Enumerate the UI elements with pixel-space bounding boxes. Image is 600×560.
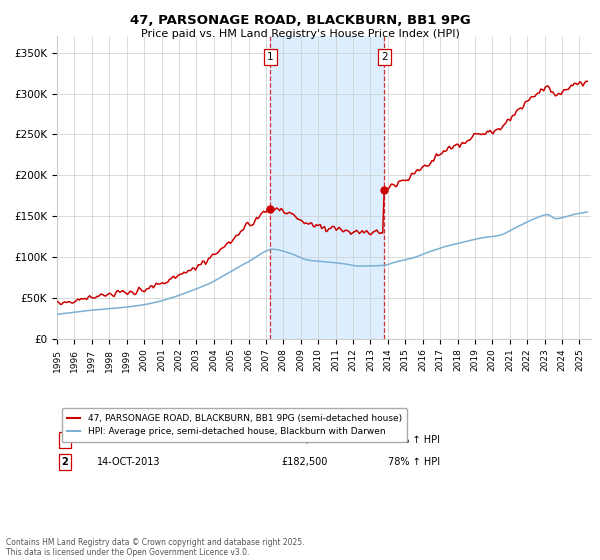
Text: 2: 2 bbox=[381, 52, 388, 62]
Text: 2: 2 bbox=[62, 457, 68, 467]
Text: 29-MAR-2007: 29-MAR-2007 bbox=[97, 435, 163, 445]
Text: 47, PARSONAGE ROAD, BLACKBURN, BB1 9PG: 47, PARSONAGE ROAD, BLACKBURN, BB1 9PG bbox=[130, 14, 470, 27]
Text: £182,500: £182,500 bbox=[281, 457, 328, 467]
Text: 1: 1 bbox=[267, 52, 274, 62]
Text: 78% ↑ HPI: 78% ↑ HPI bbox=[388, 457, 440, 467]
Text: 1: 1 bbox=[62, 435, 68, 445]
Text: Price paid vs. HM Land Registry's House Price Index (HPI): Price paid vs. HM Land Registry's House … bbox=[140, 29, 460, 39]
Text: 44% ↑ HPI: 44% ↑ HPI bbox=[388, 435, 440, 445]
Legend: 47, PARSONAGE ROAD, BLACKBURN, BB1 9PG (semi-detached house), HPI: Average price: 47, PARSONAGE ROAD, BLACKBURN, BB1 9PG (… bbox=[62, 408, 407, 442]
Bar bbox=[270, 36, 384, 339]
Text: 14-OCT-2013: 14-OCT-2013 bbox=[97, 457, 161, 467]
Text: Contains HM Land Registry data © Crown copyright and database right 2025.
This d: Contains HM Land Registry data © Crown c… bbox=[6, 538, 305, 557]
Text: £158,500: £158,500 bbox=[281, 435, 328, 445]
